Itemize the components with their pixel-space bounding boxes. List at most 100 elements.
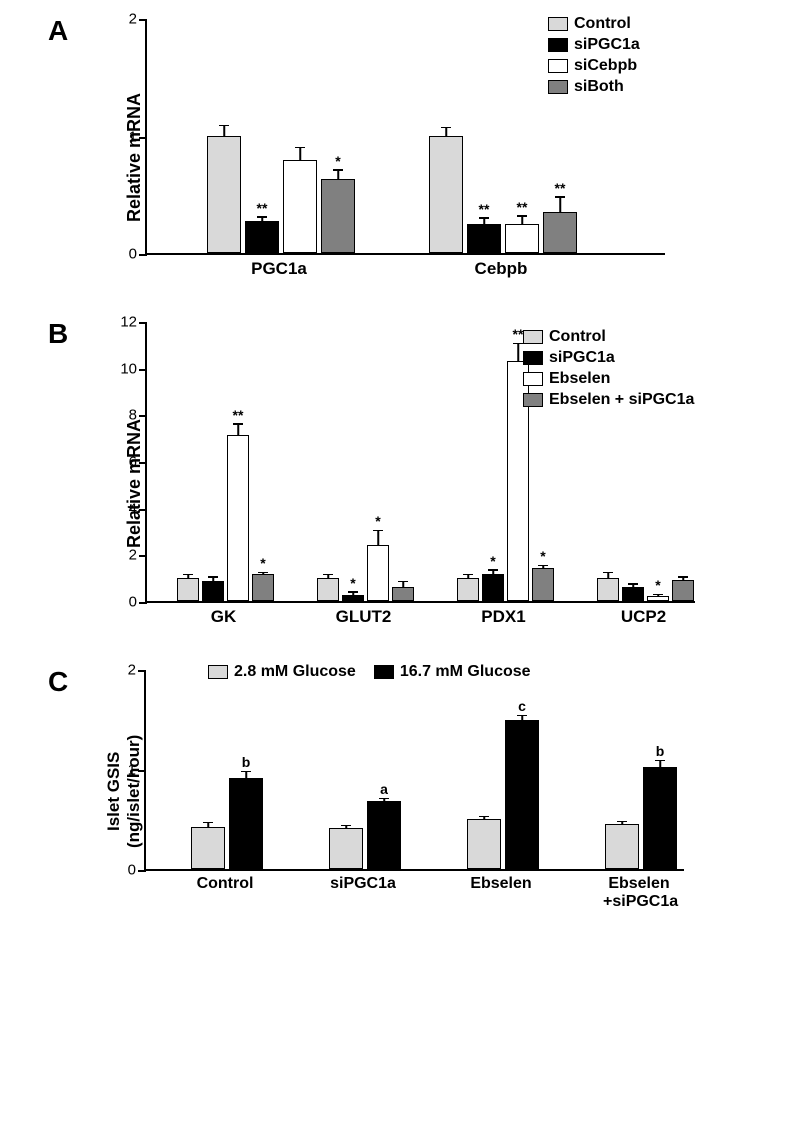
legend-label: siPGC1a	[574, 36, 640, 54]
panel-b: B Relative mRNA 024681012********** GKGL…	[30, 323, 762, 643]
legend-swatch	[548, 59, 568, 73]
error-cap	[479, 217, 489, 219]
bar	[321, 179, 355, 253]
error-cap	[398, 581, 408, 583]
significance-marker: *	[655, 577, 660, 593]
legend-label: siBoth	[574, 78, 624, 96]
error-bar	[245, 772, 247, 778]
bar	[202, 581, 224, 601]
error-bar	[492, 571, 494, 575]
panel-c-xlabels: ControlsiPGC1aEbselenEbselen +siPGC1a	[144, 871, 684, 911]
bar	[457, 578, 479, 601]
error-cap	[463, 574, 473, 576]
error-cap	[341, 825, 351, 827]
significance-marker: b	[242, 754, 251, 770]
error-bar	[483, 219, 485, 224]
error-bar	[337, 171, 339, 179]
error-bar	[467, 575, 469, 577]
error-bar	[223, 126, 225, 135]
error-cap	[617, 821, 627, 823]
error-bar	[261, 218, 263, 222]
error-bar	[299, 148, 301, 160]
legend-label: 2.8 mM Glucose	[234, 663, 356, 681]
error-cap	[203, 822, 213, 824]
x-group-label: PGC1a	[205, 259, 353, 279]
error-cap	[513, 343, 523, 345]
legend-label: siPGC1a	[549, 349, 615, 367]
bar	[467, 819, 501, 869]
significance-marker: **	[233, 407, 244, 423]
legend-swatch	[523, 393, 543, 407]
error-cap	[379, 798, 389, 800]
x-group-label: UCP2	[595, 607, 692, 627]
error-cap	[653, 594, 663, 596]
legend-swatch	[374, 665, 394, 679]
legend-item: Control	[548, 15, 640, 33]
significance-marker: a	[380, 781, 388, 797]
x-group-label: GK	[175, 607, 272, 627]
error-bar	[352, 593, 354, 595]
legend-item: 16.7 mM Glucose	[374, 663, 531, 681]
error-bar	[402, 582, 404, 587]
error-cap	[257, 216, 267, 218]
error-cap	[517, 715, 527, 717]
bar	[643, 767, 677, 869]
bar	[672, 580, 694, 601]
bar	[597, 578, 619, 601]
bar	[317, 578, 339, 601]
x-group-label: PDX1	[455, 607, 552, 627]
bar	[482, 574, 504, 601]
legend-item: siCebpb	[548, 57, 640, 75]
error-bar	[521, 716, 523, 720]
bar	[532, 568, 554, 601]
error-bar	[212, 578, 214, 582]
significance-marker: b	[656, 743, 665, 759]
error-bar	[517, 344, 519, 360]
panel-c-legend: 2.8 mM Glucose 16.7 mM Glucose	[208, 663, 531, 684]
bar	[543, 212, 577, 253]
error-cap	[655, 760, 665, 762]
panel-b-xlabels: GKGLUT2PDX1UCP2	[145, 603, 695, 643]
error-bar	[445, 128, 447, 135]
significance-marker: **	[555, 180, 566, 196]
bar	[283, 160, 317, 253]
bar	[342, 595, 364, 601]
y-tick-label: 6	[129, 454, 147, 471]
bar	[605, 824, 639, 869]
legend-item: siPGC1a	[523, 349, 694, 367]
legend-swatch	[523, 372, 543, 386]
legend-label: 16.7 mM Glucose	[400, 663, 531, 681]
bar	[467, 224, 501, 253]
bar	[367, 545, 389, 601]
error-cap	[219, 125, 229, 127]
error-bar	[559, 198, 561, 212]
legend-item: Ebselen + siPGC1a	[523, 391, 694, 409]
y-tick-label: 8	[129, 407, 147, 424]
error-cap	[628, 583, 638, 585]
error-bar	[262, 573, 264, 574]
significance-marker: **	[479, 201, 490, 217]
legend-item: 2.8 mM Glucose	[208, 663, 356, 681]
error-cap	[488, 569, 498, 571]
error-cap	[208, 576, 218, 578]
error-bar	[383, 799, 385, 801]
error-bar	[483, 817, 485, 819]
legend-label: Ebselen	[549, 370, 610, 388]
error-cap	[373, 530, 383, 532]
legend-item: Ebselen	[523, 370, 694, 388]
error-bar	[657, 595, 659, 596]
error-cap	[555, 196, 565, 198]
bar	[429, 136, 463, 254]
significance-marker: *	[490, 553, 495, 569]
bar	[191, 827, 225, 869]
error-bar	[345, 826, 347, 828]
error-bar	[521, 217, 523, 224]
bar	[207, 136, 241, 254]
bar	[505, 720, 539, 869]
error-cap	[678, 576, 688, 578]
error-bar	[187, 575, 189, 577]
x-group-label: siPGC1a	[327, 875, 399, 893]
y-tick-label: 10	[120, 360, 147, 377]
error-cap	[517, 215, 527, 217]
error-cap	[348, 591, 358, 593]
